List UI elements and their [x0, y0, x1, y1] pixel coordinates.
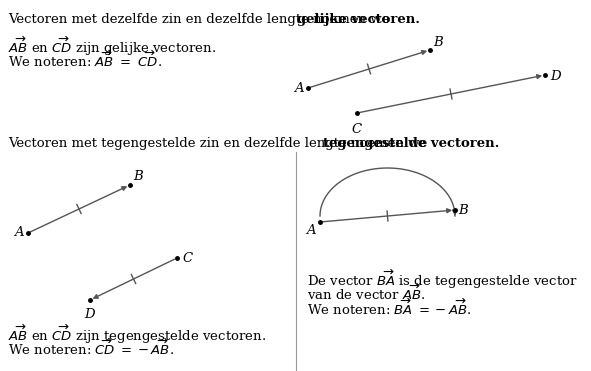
- Text: $\overrightarrow{AB}$ en $\overrightarrow{CD}$ zijn tegengestelde vectoren.: $\overrightarrow{AB}$ en $\overrightarro…: [8, 323, 266, 346]
- Text: A: A: [14, 227, 24, 240]
- Text: C: C: [352, 123, 362, 136]
- Text: A: A: [306, 224, 316, 237]
- Text: B: B: [458, 204, 467, 217]
- Text: A: A: [294, 82, 304, 95]
- Text: De vector $\overrightarrow{BA}$ is de tegengestelde vector: De vector $\overrightarrow{BA}$ is de te…: [307, 268, 578, 291]
- Text: B: B: [133, 170, 143, 183]
- Text: D: D: [550, 69, 561, 82]
- Text: Vectoren met dezelfde zin en dezelfde lengte noemen we: Vectoren met dezelfde zin en dezelfde le…: [8, 13, 394, 26]
- Text: We noteren: $\overrightarrow{AB}$ $=$ $\overrightarrow{CD}$.: We noteren: $\overrightarrow{AB}$ $=$ $\…: [8, 50, 162, 70]
- Text: We noteren: $\overrightarrow{BA}$ $= -\overrightarrow{AB}$.: We noteren: $\overrightarrow{BA}$ $= -\o…: [307, 298, 472, 318]
- Text: van de vector $\overrightarrow{AB}$.: van de vector $\overrightarrow{AB}$.: [307, 283, 426, 303]
- Text: Vectoren met tegengestelde zin en dezelfde lengte noemen we: Vectoren met tegengestelde zin en dezelf…: [8, 137, 431, 150]
- Text: $\overrightarrow{AB}$ en $\overrightarrow{CD}$ zijn gelijke vectoren.: $\overrightarrow{AB}$ en $\overrightarro…: [8, 35, 216, 58]
- Text: We noteren: $\overrightarrow{CD}$ $= -\overrightarrow{AB}$.: We noteren: $\overrightarrow{CD}$ $= -\o…: [8, 338, 174, 358]
- Text: B: B: [433, 36, 443, 49]
- Text: D: D: [85, 308, 95, 321]
- Text: gelijke vectoren.: gelijke vectoren.: [297, 13, 420, 26]
- Text: tegengestelde vectoren.: tegengestelde vectoren.: [323, 137, 499, 150]
- Text: C: C: [182, 252, 192, 265]
